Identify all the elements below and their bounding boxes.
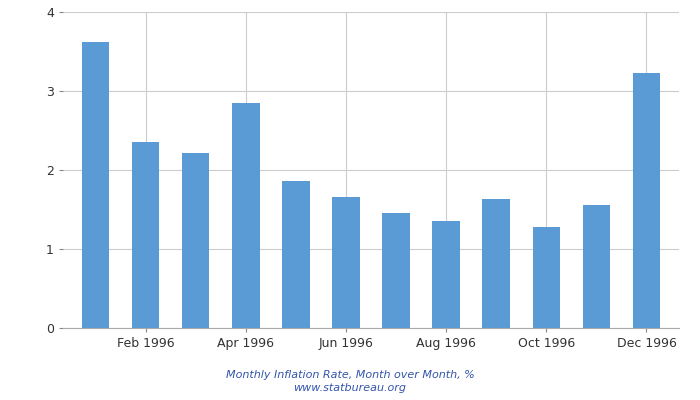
Text: www.statbureau.org: www.statbureau.org [293, 383, 407, 393]
Bar [633, 73, 660, 328]
Bar [382, 213, 410, 328]
Bar [582, 205, 610, 328]
Bar [82, 42, 109, 328]
Bar [282, 181, 309, 328]
Text: Monthly Inflation Rate, Month over Month, %: Monthly Inflation Rate, Month over Month… [225, 370, 475, 380]
Bar [232, 103, 260, 328]
Bar [332, 197, 360, 328]
Bar [182, 153, 209, 328]
Bar [482, 199, 510, 328]
Bar [132, 142, 160, 328]
Bar [433, 221, 460, 328]
Bar [533, 227, 560, 328]
